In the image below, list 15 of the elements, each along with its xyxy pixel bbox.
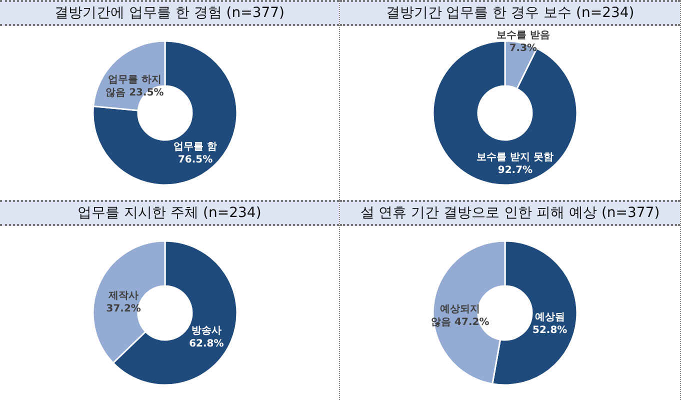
slice-label: 예상됨 (534, 312, 565, 323)
chart-title: 결방기간에 업무를 한 경험 (n=377) (0, 0, 339, 26)
chart-title: 업무를 지시한 주체 (n=234) (0, 200, 339, 226)
donut-slice (92, 40, 238, 186)
data-label: 92.7% (498, 164, 533, 176)
data-label: 76.5% (178, 154, 213, 166)
slice-label: 보수를 받음 (496, 30, 550, 42)
slice-label: 보수를 받지 못함 (476, 152, 554, 163)
data-label: 52.8% (532, 324, 568, 336)
slice-label: 업무를 함 (174, 141, 218, 152)
data-label: 62.8% (189, 338, 224, 350)
slice-label: 제작사 (108, 290, 139, 302)
chart-title: 결방기간 업무를 한 경우 보수 (n=234) (340, 0, 680, 26)
chart-title: 설 연휴 기간 결방으로 인한 피해 예상 (n=377) (340, 200, 680, 226)
slice-label: 방송사 (191, 326, 222, 337)
